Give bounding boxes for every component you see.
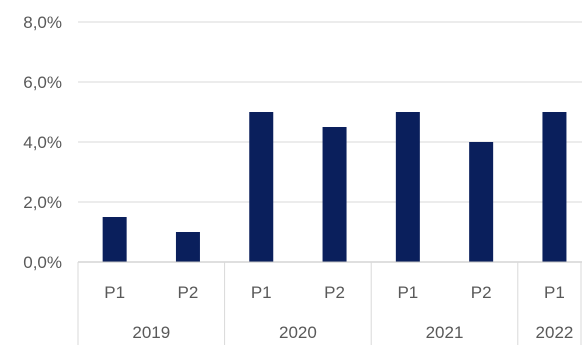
bar [175,232,200,262]
bar [469,142,494,262]
x-group-label: 2022 [536,323,574,342]
x-category-label: P1 [544,283,565,302]
y-tick-label: 0,0% [23,253,62,272]
x-axis [77,261,582,345]
x-group-label: 2020 [279,323,317,342]
x-axis-group-labels: 2019 2020 2021 2022 [132,323,573,342]
x-category-label: P1 [104,283,125,302]
bar [395,112,420,262]
bars [102,112,567,262]
x-group-label: 2021 [426,323,464,342]
bar [322,127,347,262]
bar [249,112,274,262]
y-tick-label: 6,0% [23,73,62,92]
x-category-label: P2 [471,283,492,302]
x-category-label: P2 [324,283,345,302]
y-tick-label: 2,0% [23,193,62,212]
x-category-label: P1 [251,283,272,302]
x-axis-category-labels: P1 P2 P1 P2 P1 P2 P1 [104,283,565,302]
y-tick-label: 4,0% [23,133,62,152]
x-category-label: P1 [397,283,418,302]
bar [542,112,567,262]
y-tick-label: 8,0% [23,13,62,32]
x-group-label: 2019 [132,323,170,342]
y-axis-tick-labels: 0,0% 2,0% 4,0% 6,0% 8,0% [23,13,62,272]
bar [102,217,127,262]
x-category-label: P2 [178,283,199,302]
